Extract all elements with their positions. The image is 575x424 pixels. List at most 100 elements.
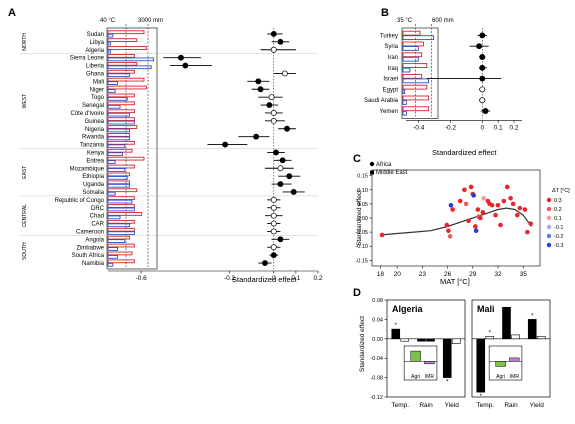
panel-a-temp-bar: [107, 196, 135, 200]
panel-a-effect-point: [277, 165, 284, 172]
panel-a-country-label: Eritrea: [86, 158, 104, 164]
panel-a-effect-point: [266, 102, 273, 109]
panel-a-country-label: Chad: [90, 214, 104, 220]
panel-a-country-label: Côte d'Ivoire: [71, 111, 105, 117]
panel-c-frame: [371, 169, 541, 267]
panel-a-effect-point: [270, 46, 277, 53]
panel-a-effect-point: [277, 38, 284, 45]
panel-a-rain-bar: [107, 136, 131, 141]
panel-a-x-tick-label: 0.2: [313, 275, 322, 282]
panel-c-colorbar-tick-label: 0.3: [554, 198, 562, 204]
panel-a-country-label: Algeria: [85, 48, 104, 54]
panel-d-inset-label: Agri: [496, 374, 505, 380]
panel-d-significance-star: *: [489, 330, 492, 336]
panel-b-effect-point: [479, 64, 486, 71]
panel-c-y-tick-label: 0.15: [357, 174, 368, 180]
panel-b-effect-point: [479, 54, 486, 60]
panel-a-country-label: Guinea: [85, 119, 105, 125]
panel-a-country-label: Tanzania: [80, 143, 105, 149]
panel-a-temp-bar: [107, 109, 135, 114]
panel-a-rain-bar: [107, 81, 119, 85]
panel-c-colorbar-tick-label: 0.1: [554, 216, 562, 222]
panel-c-colorbar-title: ΔT [°C]: [552, 188, 570, 194]
panel-d-category-label: Temp.: [391, 402, 409, 409]
panel-b-rain-bar: [402, 89, 406, 95]
panel-a-effect-point: [270, 31, 277, 37]
panel-a-country-label: Senegal: [82, 103, 104, 109]
panel-c-data-point: [379, 232, 385, 238]
panel-a-effect-point: [270, 204, 277, 211]
panel-b-country-label: Syria: [384, 44, 398, 50]
panel-a-temp-bar: [107, 156, 145, 161]
panel-a-effect-point: [281, 70, 288, 77]
panel-c-x-tick-label: 26: [444, 271, 452, 278]
panel-c-data-point: [510, 201, 516, 207]
panel-c-data-point: [466, 218, 471, 224]
panel-a-country-label: Libya: [90, 40, 105, 46]
panel-c-data-point: [493, 212, 498, 218]
panel-a-rain-bar: [107, 120, 135, 125]
panel-a-country-label: Liberia: [86, 64, 105, 70]
panel-c-data-point: [480, 210, 486, 215]
panel-d-y-tick-label: -0.08: [370, 376, 383, 382]
panel-c-data-point: [489, 202, 495, 208]
panel-d: Standardized effect Algeria Mali 0.08 0.0…: [359, 298, 551, 409]
panel-label-d: D: [353, 287, 361, 299]
panel-a-effect-point: [255, 78, 262, 85]
panel-b-bar-scale-rain: 600 mm: [432, 18, 454, 24]
panel-b-rain-bar: [402, 56, 419, 62]
panel-b-x-tick-label: -0.2: [445, 124, 457, 131]
panel-d-title-mali: Mali: [477, 304, 495, 314]
panel-a-rain-bar: [107, 223, 131, 228]
panel-c-data-point: [447, 234, 453, 239]
panel-c-legend-africa: Africa: [376, 162, 392, 168]
panel-c-data-point: [473, 228, 479, 234]
panel-c-data-point: [473, 224, 478, 229]
panel-d-y-tick-label: 0.00: [372, 337, 383, 343]
panel-b-rain-bar: [402, 46, 419, 51]
panel-b-country-label: Yemen: [380, 109, 398, 115]
panel-a-temp-bar: [107, 204, 135, 208]
panel-label-a: A: [8, 7, 16, 19]
panel-a-country-label: Sierra Leone: [70, 56, 105, 62]
panel-a-rain-bar: [107, 215, 121, 220]
panel-b-country-label: Iraq: [388, 66, 398, 72]
panel-d-inset-label: IMR: [510, 374, 520, 380]
panel-a-effect-point: [257, 86, 264, 93]
panel-d-inset-bar: [509, 357, 520, 362]
panel-a-effect-point: [182, 62, 189, 69]
panel-c-data-point: [478, 215, 483, 221]
panel-c-data-point: [498, 222, 503, 228]
panel-d-inset-bar: [410, 350, 421, 362]
panel-a-region-label: WEST: [22, 94, 28, 108]
panel-a-rain-bar: [107, 96, 128, 101]
panel-a-country-label: DRC: [91, 206, 105, 212]
panel-a-temp-bar: [107, 77, 145, 82]
panel-a-effect-point: [270, 244, 277, 251]
panel-b-rain-bar: [402, 110, 407, 116]
panel-b-effect-point: [476, 43, 483, 50]
panel-d-subplot-frame: [471, 299, 551, 398]
panel-d-category-label: Yield: [445, 402, 460, 409]
panel-d-bar: [476, 338, 486, 393]
panel-b-bar-frame: [401, 27, 439, 119]
panel-d-bar: [511, 334, 520, 340]
panel-c-x-tick-label: 29: [469, 271, 477, 278]
panel-c-data-point: [525, 229, 530, 235]
panel-d-category-label: Rain: [504, 402, 518, 409]
panel-c-data-point: [446, 228, 451, 234]
panel-a-temp-bar: [107, 259, 135, 264]
panel-b-country-label: Iran: [388, 55, 398, 61]
panel-b-x-tick-label: 0: [480, 124, 484, 131]
panel-a-rain-bar: [107, 254, 119, 259]
panel-a-rain-bar: [107, 112, 131, 117]
panel-d-category-label: Rain: [419, 402, 433, 409]
panel-b-country-label: Turkey: [380, 33, 398, 39]
panel-a-effect-point: [270, 252, 277, 259]
panel-b-temp-bar: [402, 84, 428, 90]
panel-c-data-point: [504, 184, 510, 190]
panel-a-effect-point: [270, 220, 277, 227]
panel-d-inset-label: IMR: [425, 374, 435, 380]
panel-c-y-tick-label: -0.15: [355, 258, 368, 264]
panel-b-temp-bar: [402, 63, 428, 68]
